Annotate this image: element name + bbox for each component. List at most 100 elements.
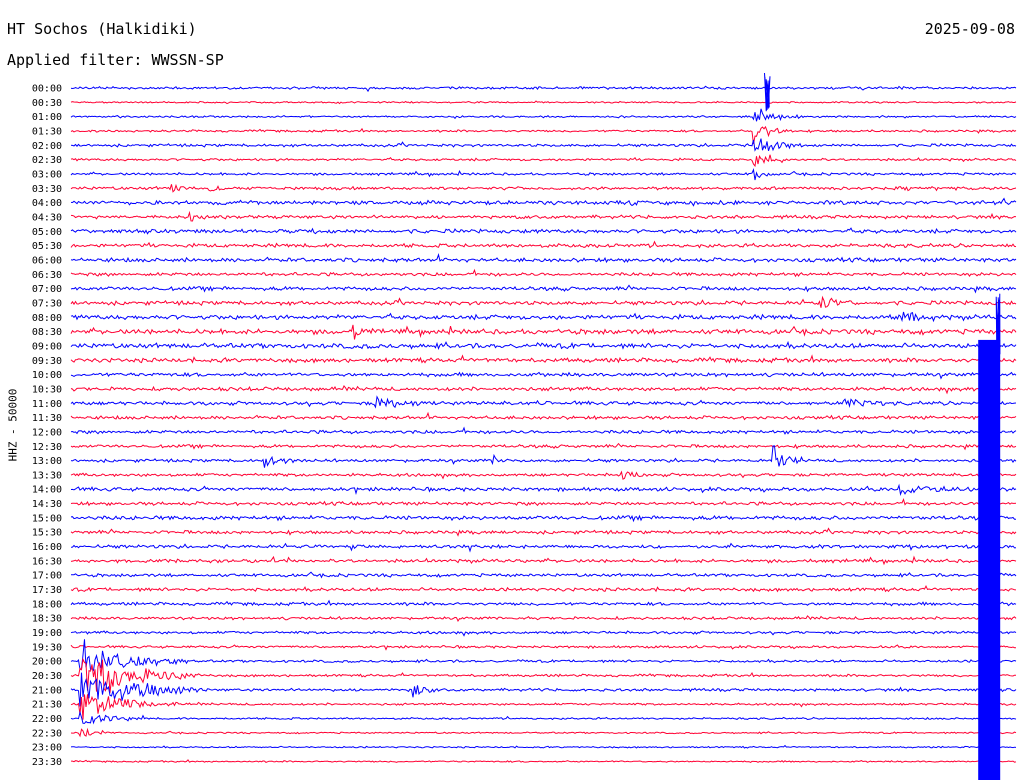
tick-label: 01:30 bbox=[32, 127, 62, 138]
trace-23 bbox=[70, 411, 1017, 421]
trace-26 bbox=[70, 445, 1017, 468]
tick-label: 14:30 bbox=[32, 499, 62, 510]
trace-35 bbox=[70, 584, 1017, 593]
trace-group bbox=[70, 85, 1017, 763]
trace-10 bbox=[70, 227, 1017, 235]
trace-37 bbox=[70, 615, 1017, 623]
tick-label: 22:30 bbox=[32, 728, 62, 739]
tick-label: 10:30 bbox=[32, 384, 62, 395]
tick-label: 16:30 bbox=[32, 556, 62, 567]
tick-label: 02:00 bbox=[32, 141, 62, 152]
trace-4 bbox=[70, 138, 1017, 152]
trace-11 bbox=[70, 240, 1017, 249]
trace-16 bbox=[70, 311, 1017, 323]
trace-43 bbox=[70, 694, 1017, 720]
tick-label: 11:00 bbox=[32, 399, 62, 410]
tick-label: 06:30 bbox=[32, 270, 62, 281]
trace-44 bbox=[70, 710, 1017, 725]
event-overlay bbox=[764, 72, 1001, 780]
trace-42 bbox=[70, 672, 1017, 707]
tick-label: 08:30 bbox=[32, 327, 62, 338]
tick-label: 00:30 bbox=[32, 98, 62, 109]
trace-40 bbox=[70, 639, 1017, 672]
tick-label: 12:00 bbox=[32, 427, 62, 438]
trace-6 bbox=[70, 168, 1017, 181]
tick-label: 15:00 bbox=[32, 513, 62, 524]
tick-label: 19:30 bbox=[32, 642, 62, 653]
tick-label: 20:30 bbox=[32, 671, 62, 682]
trace-14 bbox=[70, 284, 1017, 294]
trace-30 bbox=[70, 514, 1016, 523]
tick-label-group: 00:00 00:30 01:00 01:30 02:00 02:30 03:00 03:30… bbox=[32, 84, 62, 769]
trace-15 bbox=[70, 295, 1017, 308]
trace-36 bbox=[70, 599, 1017, 607]
trace-31 bbox=[70, 527, 1017, 537]
filter-label: Applied filter: WWSSN-SP bbox=[7, 51, 224, 69]
trace-32 bbox=[70, 542, 1017, 553]
trace-7 bbox=[70, 183, 1017, 193]
tick-label: 19:00 bbox=[32, 628, 62, 639]
tick-label: 02:30 bbox=[32, 155, 62, 166]
tick-label: 07:00 bbox=[32, 284, 62, 295]
trace-2 bbox=[70, 108, 1017, 122]
trace-9 bbox=[70, 210, 1017, 222]
trace-17 bbox=[70, 324, 1017, 340]
trace-25 bbox=[70, 442, 1017, 451]
trace-20 bbox=[70, 371, 1017, 380]
tick-label: 05:00 bbox=[32, 227, 62, 238]
tick-label: 07:30 bbox=[32, 298, 62, 309]
tick-label: 11:30 bbox=[32, 413, 62, 424]
tick-label: 13:30 bbox=[32, 470, 62, 481]
tick-label: 06:00 bbox=[32, 256, 62, 267]
tick-label: 01:00 bbox=[32, 112, 62, 123]
event-block-0 bbox=[978, 339, 1001, 780]
date-label: 2025-09-08 bbox=[924, 20, 1015, 38]
tick-label: 08:00 bbox=[32, 313, 62, 324]
tick-label: 15:30 bbox=[32, 528, 62, 539]
event-spike-0 bbox=[764, 72, 771, 112]
trace-41 bbox=[70, 657, 1017, 693]
trace-3 bbox=[70, 125, 1017, 145]
event-spike-1 bbox=[995, 293, 1001, 356]
trace-8 bbox=[70, 197, 1017, 207]
trace-22 bbox=[70, 395, 1017, 409]
tick-label: 17:00 bbox=[32, 571, 62, 582]
tick-label: 18:30 bbox=[32, 614, 62, 625]
trace-29 bbox=[70, 498, 1017, 507]
trace-0 bbox=[70, 85, 1017, 93]
tick-label: 21:30 bbox=[32, 700, 62, 711]
trace-45 bbox=[70, 727, 1017, 738]
trace-34 bbox=[70, 571, 1017, 579]
trace-33 bbox=[70, 555, 1017, 566]
tick-label: 20:00 bbox=[32, 657, 62, 668]
trace-24 bbox=[70, 426, 1017, 435]
trace-19 bbox=[70, 354, 1017, 364]
trace-18 bbox=[70, 340, 1017, 350]
tick-label: 09:30 bbox=[32, 356, 62, 367]
trace-5 bbox=[70, 154, 1017, 168]
tick-label: 22:00 bbox=[32, 714, 62, 725]
trace-21 bbox=[70, 384, 1017, 395]
tick-label: 10:00 bbox=[32, 370, 62, 381]
trace-1 bbox=[70, 100, 1017, 105]
tick-label: 23:00 bbox=[32, 743, 62, 754]
trace-47 bbox=[71, 759, 1017, 763]
tick-label: 00:00 bbox=[32, 84, 62, 95]
trace-12 bbox=[70, 253, 1017, 264]
tick-label: 03:00 bbox=[32, 170, 62, 181]
tick-label: 04:00 bbox=[32, 198, 62, 209]
trace-38 bbox=[70, 630, 1017, 637]
tick-label: 17:30 bbox=[32, 585, 62, 596]
tick-label: 09:00 bbox=[32, 341, 62, 352]
tick-label: 12:30 bbox=[32, 442, 62, 453]
tick-label: 03:30 bbox=[32, 184, 62, 195]
tick-label: 13:00 bbox=[32, 456, 62, 467]
tick-label: 18:00 bbox=[32, 599, 62, 610]
tick-label: 16:00 bbox=[32, 542, 62, 553]
station-title: HT Sochos (Halkidiki) bbox=[7, 20, 197, 38]
trace-27 bbox=[70, 470, 1017, 480]
tick-label: 14:00 bbox=[32, 485, 62, 496]
tick-label: 23:30 bbox=[32, 757, 62, 768]
tick-label: 05:30 bbox=[32, 241, 62, 252]
